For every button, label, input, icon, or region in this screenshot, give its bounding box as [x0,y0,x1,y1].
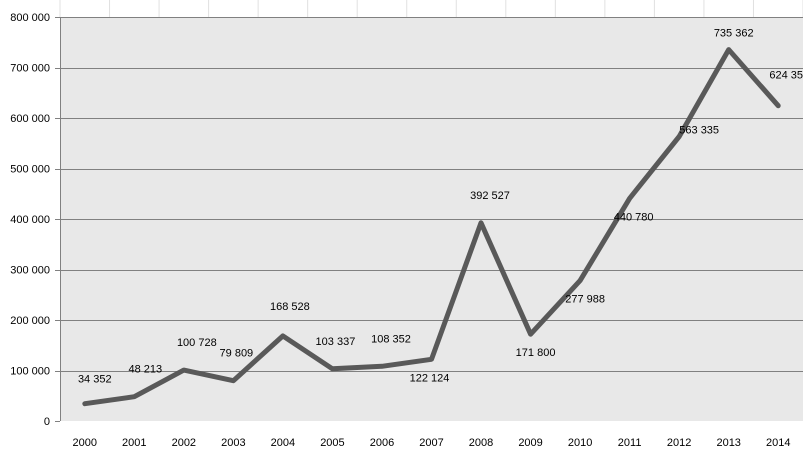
y-tick-label: 400 000 [10,214,50,226]
series-line [82,47,781,407]
x-tick-label: 2005 [320,437,344,449]
x-tick-label: 2014 [766,437,790,449]
x-tick-label: 2012 [667,437,691,449]
x-tick-label: 2006 [370,437,394,449]
x-tick-label: 2008 [469,437,493,449]
x-tick-label: 2002 [172,437,196,449]
data-label: 624 357 [769,70,803,82]
data-label: 100 728 [177,337,217,349]
x-tick-label: 2001 [122,437,146,449]
data-label: 277 988 [565,294,605,306]
y-tick-label: 800 000 [10,12,50,24]
y-tick-label: 0 [44,416,50,428]
x-tick-label: 2010 [568,437,592,449]
data-label: 103 337 [316,336,356,348]
y-tick-label: 700 000 [10,63,50,75]
x-tick-label: 2013 [716,437,740,449]
y-tick-label: 500 000 [10,164,50,176]
x-tick-label: 2000 [73,437,97,449]
x-tick-label: 2003 [221,437,245,449]
data-label: 48 213 [128,364,162,376]
data-label: 440 780 [614,211,654,223]
x-tick-label: 2009 [518,437,542,449]
x-tick-label: 2011 [618,437,642,449]
y-tick-label: 600 000 [10,113,50,125]
data-label: 122 124 [410,372,450,384]
y-tick-label: 200 000 [10,315,50,327]
data-label: 108 352 [371,333,411,345]
data-label: 735 362 [714,28,754,40]
x-tick-label: 2004 [271,437,295,449]
data-label: 34 352 [78,374,112,386]
data-label: 563 335 [679,125,719,137]
y-tick-label: 100 000 [10,366,50,378]
data-label: 79 809 [220,348,254,360]
data-label: 168 528 [270,301,310,313]
data-label: 392 527 [470,190,510,202]
data-label: 171 800 [516,347,556,359]
x-tick-label: 2007 [419,437,443,449]
y-tick-label: 300 000 [10,265,50,277]
